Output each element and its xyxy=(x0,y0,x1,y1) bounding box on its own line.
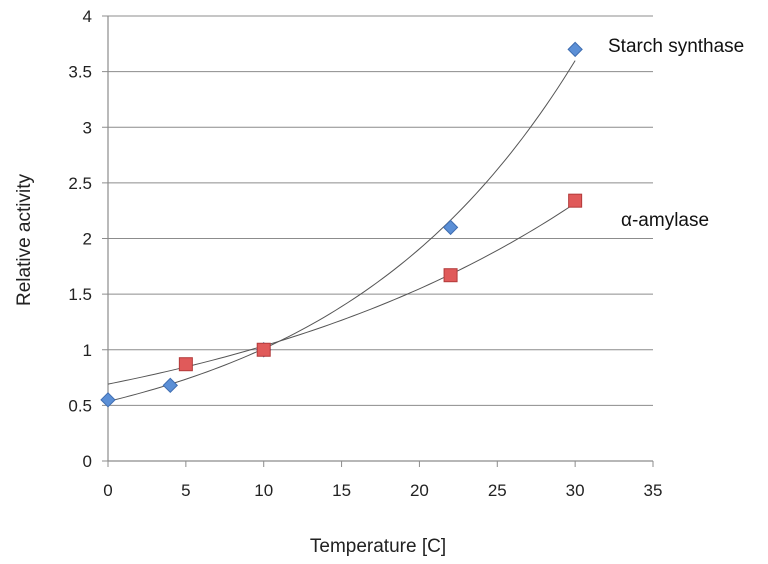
y-tick-label: 0.5 xyxy=(68,396,92,415)
y-tick-label: 3 xyxy=(83,118,92,137)
x-tick-label: 5 xyxy=(181,481,190,500)
point-diamond xyxy=(162,377,178,394)
point-square xyxy=(443,268,458,283)
y-tick-label: 3.5 xyxy=(68,63,92,82)
x-axis-title: Temperature [C] xyxy=(310,536,446,557)
x-tick-label: 15 xyxy=(332,481,351,500)
x-tick-label: 25 xyxy=(488,481,507,500)
y-tick-label: 4 xyxy=(83,7,92,26)
series-label-0: Starch synthase xyxy=(608,36,744,57)
x-tick-label: 10 xyxy=(254,481,273,500)
point-square xyxy=(256,342,271,357)
y-tick-label: 1.5 xyxy=(68,285,92,304)
point-diamond xyxy=(567,41,583,58)
point-square xyxy=(178,357,193,372)
tick-labels: 0 0.5 1 1.5 2 2.5 3 3.5 4 0 5 10 15 20 25 30 35 xyxy=(68,7,662,500)
y-tick-label: 2 xyxy=(83,230,92,249)
y-tick-label: 0 xyxy=(83,452,92,471)
point-diamond xyxy=(100,392,116,408)
trendlines xyxy=(107,60,576,402)
trendline-series-0 xyxy=(107,60,576,402)
y-tick-label: 1 xyxy=(83,341,92,360)
series-labels: Starch synthase α-amylase xyxy=(608,36,744,231)
gridlines xyxy=(108,15,653,406)
point-square xyxy=(568,193,583,208)
x-tick-label: 0 xyxy=(103,481,112,500)
data-points xyxy=(100,41,583,408)
x-tick-label: 20 xyxy=(410,481,429,500)
x-tick-label: 30 xyxy=(566,481,585,500)
series-label-1: α-amylase xyxy=(621,210,709,231)
point-diamond xyxy=(442,219,459,236)
axes xyxy=(102,15,654,467)
x-tick-label: 35 xyxy=(644,481,663,500)
y-tick-label: 2.5 xyxy=(68,174,92,193)
y-axis-title: Relative activity xyxy=(14,174,35,306)
